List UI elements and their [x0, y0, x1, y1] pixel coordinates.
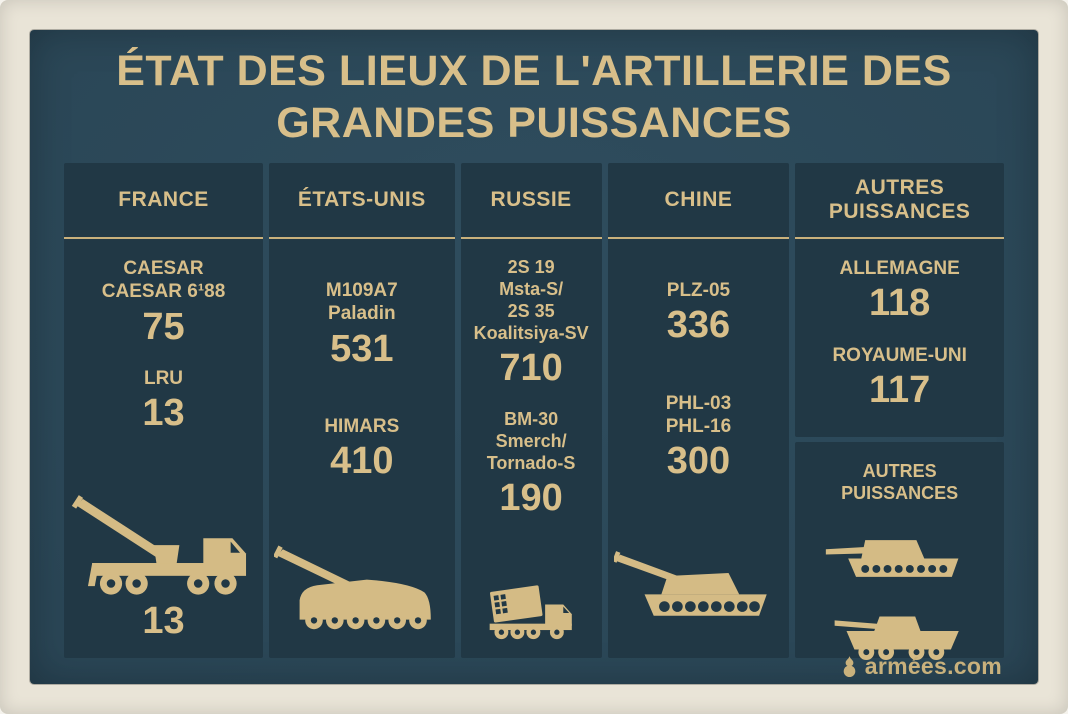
column-body-autres: ALLEMAGNE 118 ROYAUME-UNI 117: [795, 239, 1004, 437]
weapon-name-msta-koalitsiya: 2S 19 Msta-S/ 2S 35 Koalitsiya-SV: [473, 257, 589, 344]
tracked-howitzer-icon: [614, 530, 782, 622]
sub-header-autres-puissances: AUTRES PUISSANCES: [841, 460, 959, 504]
column-header-chine: CHINE: [607, 163, 790, 240]
brand-footer: armées.com: [841, 653, 1002, 680]
weapon-count-smerch-tornado: 190: [499, 476, 563, 519]
country-count-royaume-uni: 117: [868, 369, 931, 412]
weapon-name-plz05: PLZ-05: [666, 280, 731, 302]
column-header-france: FRANCE: [64, 163, 264, 240]
weapon-name-phl: PHL-03 PHL-16: [665, 393, 732, 438]
column-chine: CHINE PLZ-05 336 PHL-03 PHL-16 300: [607, 163, 790, 658]
tank-icon: [824, 523, 976, 586]
column-autres-puissances: AUTRES PUISSANCES ALLEMAGNE 118 ROYAUME-…: [795, 163, 1004, 660]
wheeled-armored-vehicle-icon: [824, 594, 976, 664]
weapon-count-lru: 13: [142, 392, 185, 435]
infographic-board: ÉTAT DES LIEUX DE L'ARTILLERIE DES GRAND…: [30, 30, 1038, 684]
autres-bottom-panel: AUTRES PUISSANCES: [795, 441, 1004, 660]
weapon-count-msta-koalitsiya: 710: [499, 347, 563, 389]
column-body-etats-unis: M109A7 Paladin 531 HIMARS 410: [269, 239, 455, 658]
columns-container: FRANCE CAESAR CAESAR 6¹88 75 LRU 13: [48, 163, 1020, 660]
country-name-allemagne: ALLEMAGNE: [839, 258, 960, 280]
country-count-allemagne: 118: [868, 282, 931, 325]
caesar-icon-count: 13: [142, 600, 185, 643]
column-etats-unis: ÉTATS-UNIS M109A7 Paladin 531 HIMARS 410: [269, 163, 455, 658]
autres-top-panel: AUTRES PUISSANCES ALLEMAGNE 118 ROYAUME-…: [795, 163, 1004, 437]
column-body-chine: PLZ-05 336 PHL-03 PHL-16 300: [608, 239, 790, 658]
caesar-truck-howitzer-icon: [70, 485, 258, 600]
column-body-france: CAESAR CAESAR 6¹88 75 LRU 13: [64, 239, 263, 658]
column-header-russie: RUSSIE: [460, 163, 602, 240]
brand-name: armées.com: [864, 653, 1002, 679]
weapon-name-m109a7: M109A7 Paladin: [325, 280, 398, 325]
self-propelled-howitzer-icon: [273, 530, 450, 634]
rocket-launcher-truck-icon: [479, 564, 583, 646]
column-russie: RUSSIE 2S 19 Msta-S/ 2S 35 Koalitsiya-SV…: [460, 163, 602, 658]
weapon-count-phl: 300: [666, 440, 731, 483]
weapon-count-himars: 410: [330, 440, 394, 483]
weapon-count-plz05: 336: [666, 304, 731, 347]
weapon-name-smerch-tornado: BM-30 Smerch/ Tornado-S: [486, 408, 576, 473]
weapon-count-m109a7: 531: [330, 327, 394, 370]
weapon-count-caesar: 75: [142, 305, 185, 348]
page-title: ÉTAT DES LIEUX DE L'ARTILLERIE DES GRAND…: [116, 47, 952, 147]
country-name-royaume-uni: ROYAUME-UNI: [832, 345, 967, 367]
column-header-etats-unis: ÉTATS-UNIS: [269, 163, 455, 240]
column-body-russie: 2S 19 Msta-S/ 2S 35 Koalitsiya-SV 710 BM…: [461, 239, 602, 658]
flaming-grenade-icon: [841, 655, 858, 678]
column-header-autres: AUTRES PUISSANCES: [795, 163, 1004, 240]
weapon-name-himars: HIMARS: [324, 416, 400, 438]
weapon-name-caesar: CAESAR CAESAR 6¹88: [101, 258, 226, 303]
column-france: FRANCE CAESAR CAESAR 6¹88 75 LRU 13: [64, 163, 264, 658]
weapon-name-lru: LRU: [143, 368, 184, 390]
